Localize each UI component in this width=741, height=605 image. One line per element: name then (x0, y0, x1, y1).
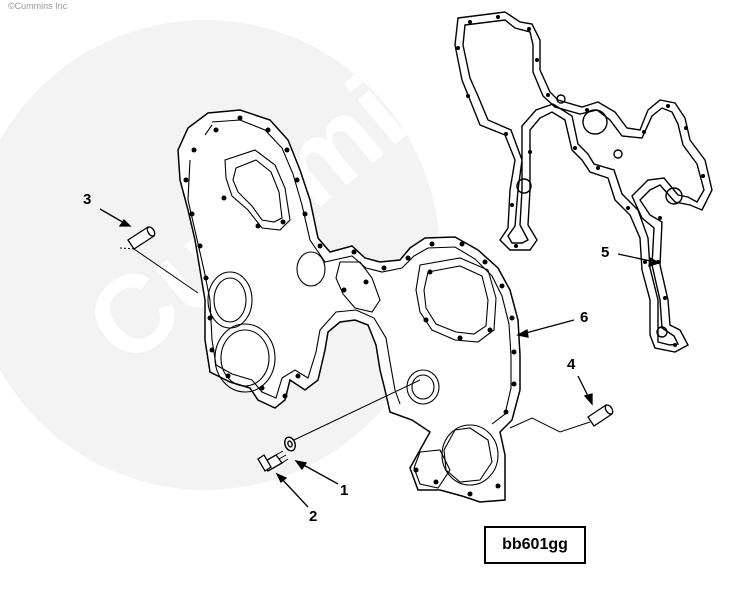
leader-3 (99, 208, 132, 227)
dowel-pin-left (127, 226, 156, 250)
leader-4 (577, 375, 593, 406)
callout-1: 1 (340, 482, 349, 499)
callout-3: 3 (83, 191, 92, 208)
callout-4: 4 (567, 356, 576, 373)
callout-5: 5 (601, 244, 610, 261)
callout-leaders (99, 208, 661, 508)
cover-flange-detail (187, 119, 512, 489)
callout-2: 2 (309, 508, 318, 525)
callout-6: 6 (580, 309, 589, 326)
leader-2 (275, 472, 309, 508)
front-cover-gasket (454, 11, 713, 353)
front-gear-cover (177, 109, 521, 503)
assembly-lines (119, 247, 591, 441)
gasket-bolt-holes (456, 15, 705, 347)
copyright-notice: ©Cummins Inc (8, 1, 68, 11)
figure-id-box: bb601gg (484, 526, 586, 564)
cover-bolt-holes (183, 115, 517, 497)
leader-6 (516, 319, 575, 338)
capscrew (257, 450, 289, 472)
leader-1 (294, 460, 339, 485)
leader-5 (617, 253, 661, 267)
washer (284, 436, 296, 452)
dowel-pin-right (587, 404, 614, 427)
figure-id-label: bb601gg (502, 536, 568, 553)
